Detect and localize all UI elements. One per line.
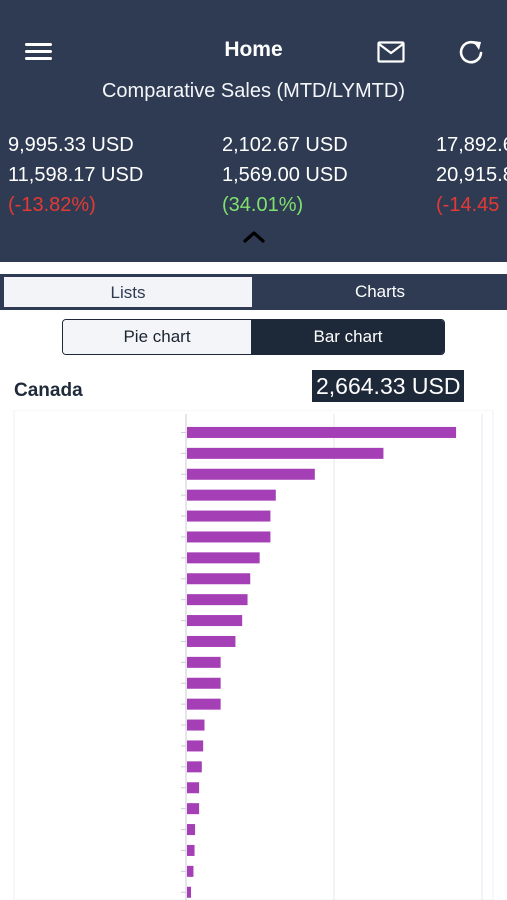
- bar-chart: [12, 410, 495, 900]
- bar[interactable]: [187, 447, 384, 459]
- bar[interactable]: [187, 594, 248, 606]
- tab-charts[interactable]: Charts: [354, 282, 406, 301]
- chart-type-toggle: Pie chart Bar chart: [62, 319, 445, 355]
- bar[interactable]: [187, 489, 276, 501]
- metric-current: 2,102.67 USD: [222, 134, 348, 156]
- bar[interactable]: [187, 844, 195, 856]
- bar[interactable]: [187, 510, 271, 522]
- chevron-up-icon[interactable]: [241, 228, 267, 244]
- bar[interactable]: [187, 531, 271, 543]
- bar[interactable]: [187, 803, 200, 815]
- bar[interactable]: [187, 865, 194, 877]
- metric-column: 9,995.33 USD 11,598.17 USD (-13.82%): [8, 130, 143, 220]
- metric-previous: 1,569.00 USD: [222, 164, 348, 186]
- bar[interactable]: [187, 782, 200, 794]
- metric-current: 9,995.33 USD: [8, 134, 134, 156]
- metric-change: (34.01%): [222, 194, 304, 216]
- bar[interactable]: [187, 573, 251, 585]
- bar[interactable]: [187, 615, 243, 627]
- refresh-icon[interactable]: [456, 37, 486, 67]
- metric-column: 17,892.6 20,915.8 (-14.45: [436, 130, 507, 220]
- metric-previous: 20,915.8: [436, 164, 507, 186]
- metric-column: 2,102.67 USD 1,569.00 USD (34.01%): [222, 130, 348, 220]
- region-total: 2,664.33 USD: [312, 370, 465, 402]
- metric-current: 17,892.6: [436, 134, 507, 156]
- bar[interactable]: [187, 635, 236, 647]
- mail-icon[interactable]: [377, 41, 405, 63]
- bar[interactable]: [187, 426, 457, 438]
- bar[interactable]: [187, 761, 202, 773]
- hamburger-icon[interactable]: [25, 40, 53, 64]
- bar[interactable]: [187, 656, 221, 668]
- region-name: Canada: [14, 380, 83, 401]
- bar-chart-button[interactable]: Bar chart: [251, 320, 444, 354]
- view-tab-bar: Lists Charts: [0, 274, 507, 310]
- report-subtitle: Comparative Sales (MTD/LYMTD): [101, 80, 406, 102]
- pie-chart-button[interactable]: Pie chart: [63, 320, 251, 354]
- bar[interactable]: [187, 719, 205, 731]
- app-header: Home Comparative Sales (MTD/LYMTD) 9,995…: [0, 0, 507, 262]
- bar[interactable]: [187, 698, 221, 710]
- bar[interactable]: [187, 468, 315, 480]
- page-title: Home: [224, 38, 283, 61]
- tab-lists[interactable]: Lists: [3, 276, 253, 308]
- bar[interactable]: [187, 552, 260, 564]
- bar-chart-svg: [13, 410, 494, 900]
- bar[interactable]: [187, 824, 196, 836]
- metric-change: (-13.82%): [8, 194, 96, 216]
- bar[interactable]: [187, 886, 192, 898]
- bar[interactable]: [187, 740, 204, 752]
- bar[interactable]: [187, 677, 221, 689]
- metric-change: (-14.45: [436, 194, 500, 216]
- metric-previous: 11,598.17 USD: [8, 164, 144, 186]
- chart-frame: [13, 410, 494, 900]
